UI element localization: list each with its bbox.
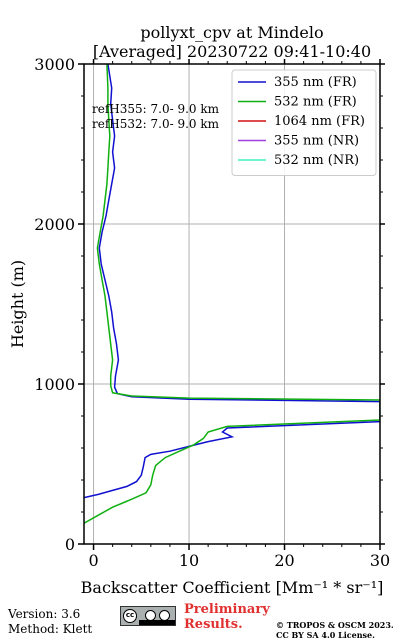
series-line-1 xyxy=(84,64,380,524)
annotation-refh532: refH532: 7.0- 9.0 km xyxy=(92,117,220,131)
y-axis-label: Height (m) xyxy=(8,260,27,348)
y-tick-label: 2000 xyxy=(34,215,75,234)
preliminary-line-2: Results. xyxy=(184,617,243,632)
chart-subtitle: [Averaged] 20230722 09:41-10:40 xyxy=(93,42,371,61)
y-tick-label: 0 xyxy=(65,535,75,554)
copyright-note: © TROPOS & OSCM 2023. CC BY SA 4.0 Licen… xyxy=(276,620,394,640)
series-line-0 xyxy=(84,64,380,499)
version-text: Version: 3.6 xyxy=(8,607,81,621)
x-tick-label: 0 xyxy=(88,551,98,570)
method-text: Method: Klett xyxy=(8,622,93,636)
annotation-refh355: refH355: 7.0- 9.0 km xyxy=(92,102,220,116)
cc-logo-icon: cc xyxy=(123,609,137,623)
x-tick-label: 30 xyxy=(370,551,390,570)
series-layer xyxy=(84,64,380,524)
copyright-line-2: CC BY SA 4.0 License. xyxy=(276,630,375,640)
preliminary-results-note: Preliminary Results. xyxy=(184,602,270,632)
preliminary-line-1: Preliminary xyxy=(184,602,270,617)
axis-ticks: 0 1000 2000 3000 0 10 20 30 xyxy=(34,55,390,570)
x-tick-label: 10 xyxy=(179,551,199,570)
legend-box xyxy=(231,69,377,176)
legend-label-3: 355 nm (NR) xyxy=(274,134,359,149)
legend: 355 nm (FR) 532 nm (FR) 1064 nm (FR) 355 nm… xyxy=(231,69,377,176)
legend-label-1: 532 nm (FR) xyxy=(274,95,357,110)
legend-label-2: 1064 nm (FR) xyxy=(274,114,365,129)
chart-title: pollyxt_cpv at Mindelo xyxy=(140,23,323,42)
legend-label-0: 355 nm (FR) xyxy=(274,75,357,90)
legend-label-4: 532 nm (NR) xyxy=(274,153,359,168)
x-axis-label: Backscatter Coefficient [Mm⁻¹ * sr⁻¹] xyxy=(81,578,384,597)
y-tick-label: 3000 xyxy=(34,55,75,74)
cc-license-badge-icon: cc xyxy=(120,606,176,626)
copyright-line-1: © TROPOS & OSCM 2023. xyxy=(276,620,394,630)
cc-badge-strip xyxy=(139,620,175,625)
y-tick-label: 1000 xyxy=(34,375,75,394)
x-tick-label: 20 xyxy=(274,551,294,570)
plot-frame xyxy=(83,63,381,545)
